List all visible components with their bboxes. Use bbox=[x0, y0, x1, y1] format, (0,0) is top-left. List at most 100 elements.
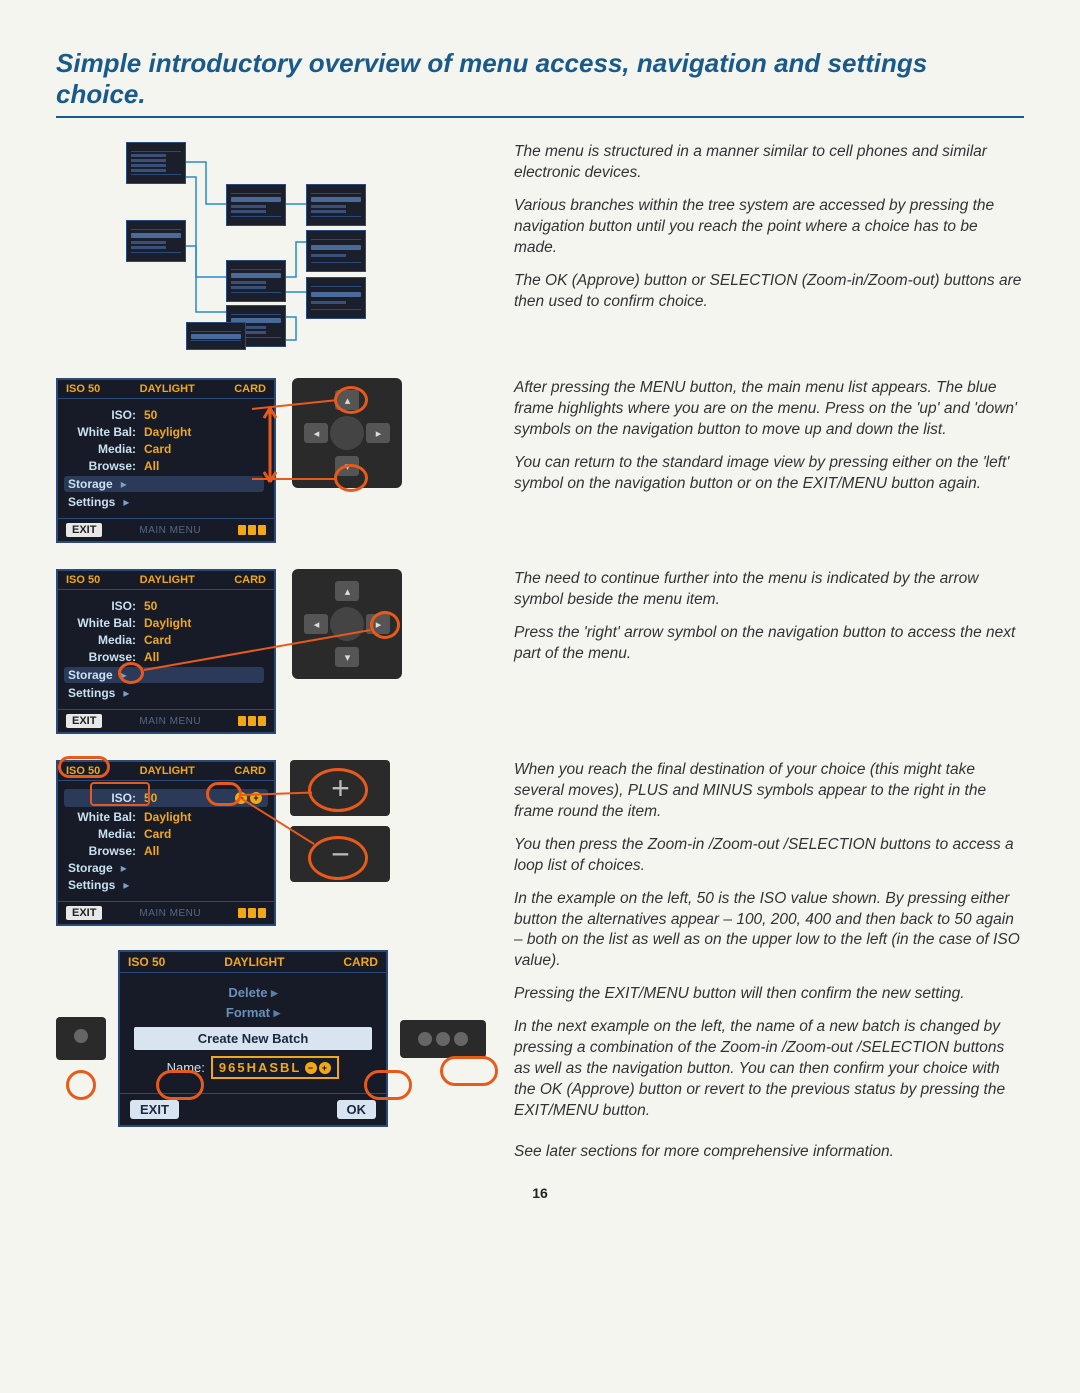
hdr-iso: ISO 50 bbox=[66, 383, 100, 395]
navigation-pad[interactable]: ▴ ▾ ◂ ▸ bbox=[292, 569, 402, 679]
nav-left-button[interactable]: ◂ bbox=[304, 614, 328, 634]
media-value: Card bbox=[144, 442, 171, 456]
hdr-iso: ISO 50 bbox=[66, 765, 100, 777]
delete-item[interactable]: Delete bbox=[228, 985, 267, 1000]
browse-label: Browse: bbox=[68, 650, 136, 664]
minus-icon: − bbox=[331, 836, 350, 873]
settings-label[interactable]: Settings bbox=[68, 686, 115, 700]
browse-value: All bbox=[144, 650, 159, 664]
zoom-in-button[interactable]: + bbox=[290, 760, 390, 816]
wb-label: White Bal: bbox=[68, 616, 136, 630]
page-title: Simple introductory overview of menu acc… bbox=[56, 48, 1024, 118]
s4-p4: Pressing the EXIT/MENU button will then … bbox=[514, 984, 1024, 1005]
settings-label[interactable]: Settings bbox=[68, 878, 115, 892]
s3-p2: Press the 'right' arrow symbol on the na… bbox=[514, 623, 1024, 665]
exit-button[interactable]: EXIT bbox=[66, 523, 102, 537]
left-single-button[interactable] bbox=[56, 1017, 106, 1060]
zoom-buttons-panel: + − bbox=[290, 760, 390, 892]
wb-value: Daylight bbox=[144, 616, 191, 630]
s4-p3: In the example on the left, 50 is the IS… bbox=[514, 889, 1024, 973]
hdr-card: CARD bbox=[343, 955, 378, 969]
hdr-wb: DAYLIGHT bbox=[140, 383, 195, 395]
name-label: Name: bbox=[167, 1060, 205, 1075]
arrow-right-icon: ▸ bbox=[123, 686, 129, 700]
hdr-iso: ISO 50 bbox=[128, 955, 165, 969]
plus-icon: + bbox=[331, 770, 350, 807]
nav-right-button[interactable]: ▸ bbox=[366, 614, 390, 634]
battery-icon bbox=[238, 525, 266, 535]
iso-label: ISO: bbox=[68, 791, 136, 805]
arrow-right-icon: ▸ bbox=[121, 477, 127, 491]
section-2: ISO 50DAYLIGHTCARD ISO:50 White Bal:Dayl… bbox=[56, 378, 1024, 543]
s3-p1: The need to continue further into the me… bbox=[514, 569, 1024, 611]
s4-p5: In the next example on the left, the nam… bbox=[514, 1017, 1024, 1122]
batch-example-row: ISO 50DAYLIGHTCARD Delete ▸ Format ▸ Cre… bbox=[56, 950, 486, 1127]
storage-label[interactable]: Storage bbox=[68, 477, 113, 491]
plus-minus-icon: −+ bbox=[305, 1062, 331, 1074]
browse-value: All bbox=[144, 844, 159, 858]
nav-down-button[interactable]: ▾ bbox=[335, 647, 359, 667]
up-down-arrow-icon bbox=[256, 400, 284, 490]
camera-menu-screen-3: ISO 50 DAYLIGHT CARD ISO: 50 −+ White Bal: D… bbox=[56, 760, 276, 926]
batch-name-input[interactable]: 965HASBL−+ bbox=[211, 1056, 339, 1079]
storage-label[interactable]: Storage bbox=[68, 668, 113, 682]
main-menu-label: MAIN MENU bbox=[139, 716, 201, 727]
wb-value: Daylight bbox=[144, 810, 191, 824]
s4-p2: You then press the Zoom-in /Zoom-out /SE… bbox=[514, 835, 1024, 877]
iso-value: 50 bbox=[144, 599, 157, 613]
format-item[interactable]: Format bbox=[226, 1005, 270, 1020]
iso-value: 50 bbox=[144, 791, 157, 805]
hdr-wb: DAYLIGHT bbox=[224, 955, 284, 969]
nav-center-button[interactable] bbox=[330, 416, 364, 450]
battery-icon bbox=[238, 908, 266, 918]
nav-up-button[interactable]: ▴ bbox=[335, 581, 359, 601]
zoom-out-button[interactable]: − bbox=[290, 826, 390, 882]
nav-up-button[interactable]: ▴ bbox=[335, 390, 359, 410]
navigation-pad[interactable]: ▴ ▾ ◂ ▸ bbox=[292, 378, 402, 488]
nav-right-button[interactable]: ▸ bbox=[366, 423, 390, 443]
camera-menu-screen: ISO 50DAYLIGHTCARD ISO:50 White Bal:Dayl… bbox=[56, 378, 276, 543]
s2-p2: You can return to the standard image vie… bbox=[514, 453, 1024, 495]
menu-tree-diagram bbox=[96, 142, 486, 352]
create-batch-screen: ISO 50DAYLIGHTCARD Delete ▸ Format ▸ Cre… bbox=[118, 950, 388, 1127]
s2-p1: After pressing the MENU button, the main… bbox=[514, 378, 1024, 441]
settings-label[interactable]: Settings bbox=[68, 495, 115, 509]
s4-p6: See later sections for more comprehensiv… bbox=[514, 1142, 1024, 1163]
arrow-right-icon: ▸ bbox=[123, 878, 129, 892]
ok-button[interactable]: OK bbox=[337, 1100, 377, 1119]
iso-label: ISO: bbox=[68, 599, 136, 613]
arrow-right-icon: ▸ bbox=[274, 1005, 281, 1020]
right-triple-button[interactable] bbox=[400, 1020, 486, 1058]
wb-value: Daylight bbox=[144, 425, 191, 439]
main-menu-label: MAIN MENU bbox=[139, 908, 201, 919]
exit-button[interactable]: EXIT bbox=[66, 714, 102, 728]
hdr-card: CARD bbox=[234, 765, 266, 777]
section-4: ISO 50DAYLIGHTCARD ISO:50 −+ White Bal:D… bbox=[56, 760, 1024, 1175]
nav-down-button[interactable]: ▾ bbox=[335, 456, 359, 476]
hdr-wb: DAYLIGHT bbox=[140, 574, 195, 586]
iso-value: 50 bbox=[144, 408, 157, 422]
section-3: ISO 50DAYLIGHTCARD ISO:50 White Bal:Dayl… bbox=[56, 569, 1024, 734]
nav-left-button[interactable]: ◂ bbox=[304, 423, 328, 443]
nav-center-button[interactable] bbox=[330, 607, 364, 641]
media-label: Media: bbox=[68, 442, 136, 456]
browse-value: All bbox=[144, 459, 159, 473]
media-value: Card bbox=[144, 633, 171, 647]
storage-label[interactable]: Storage bbox=[68, 861, 113, 875]
browse-label: Browse: bbox=[68, 844, 136, 858]
exit-button[interactable]: EXIT bbox=[130, 1100, 179, 1119]
browse-label: Browse: bbox=[68, 459, 136, 473]
s4-p1: When you reach the final destination of … bbox=[514, 760, 1024, 823]
hdr-wb: DAYLIGHT bbox=[140, 765, 195, 777]
media-label: Media: bbox=[68, 633, 136, 647]
plus-minus-icon: −+ bbox=[235, 792, 262, 804]
main-menu-label: MAIN MENU bbox=[139, 525, 201, 536]
exit-button[interactable]: EXIT bbox=[66, 906, 102, 920]
wb-label: White Bal: bbox=[68, 810, 136, 824]
camera-menu-screen-2: ISO 50DAYLIGHTCARD ISO:50 White Bal:Dayl… bbox=[56, 569, 276, 734]
button-dot-icon bbox=[74, 1029, 88, 1043]
wb-label: White Bal: bbox=[68, 425, 136, 439]
hdr-card: CARD bbox=[234, 383, 266, 395]
arrow-right-icon: ▸ bbox=[271, 985, 278, 1000]
arrow-right-icon: ▸ bbox=[121, 861, 127, 875]
